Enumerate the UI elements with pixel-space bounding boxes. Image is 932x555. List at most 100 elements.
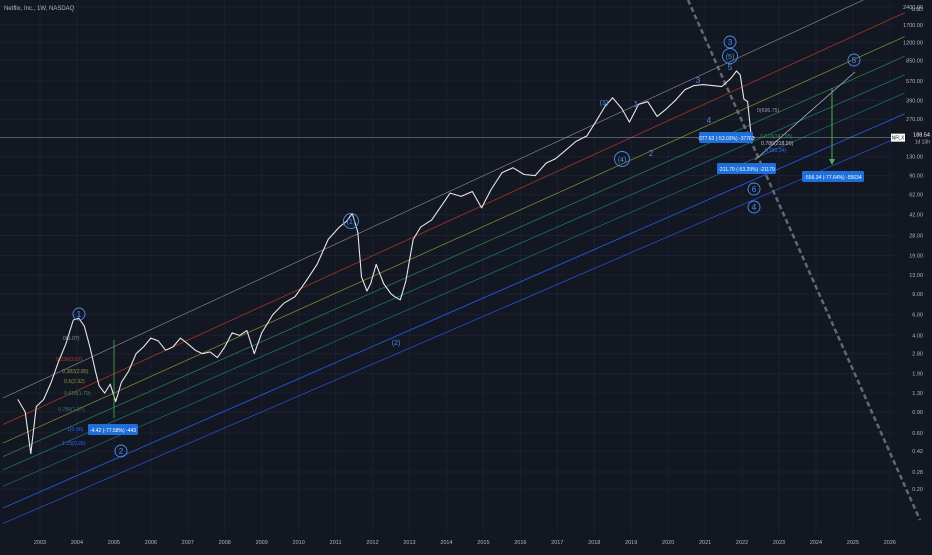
wave-label: 5 bbox=[852, 56, 857, 65]
current-price-sub: 1d 13h bbox=[915, 140, 931, 146]
channel-line bbox=[2, 36, 905, 444]
x-tick-label: 2022 bbox=[736, 540, 748, 546]
y-tick-label: 9.00 bbox=[912, 292, 923, 298]
x-tick-label: 2015 bbox=[477, 540, 489, 546]
wave-label-ring bbox=[747, 200, 761, 214]
wave-label-ring bbox=[723, 35, 737, 49]
wave-label-ring bbox=[614, 151, 630, 167]
wave-label: 3 bbox=[696, 76, 701, 85]
channel-fib-label: 1.15(0.26) bbox=[62, 441, 86, 447]
channel-line bbox=[2, 113, 905, 509]
y-tick-label: 1200.00 bbox=[903, 41, 923, 47]
recent-channel-label: 1(185.34) bbox=[764, 148, 786, 154]
wave-label-ring bbox=[114, 444, 128, 458]
channel-fib-label: 0(5.07) bbox=[63, 336, 80, 342]
y-tick-label: 6.00 bbox=[912, 313, 923, 319]
x-tick-label: 2008 bbox=[219, 540, 231, 546]
recent-channel-label: 0.786(218.99) bbox=[761, 141, 794, 147]
symbol-badge bbox=[891, 133, 905, 142]
x-tick-label: 2010 bbox=[293, 540, 305, 546]
x-tick-label: 2005 bbox=[108, 540, 120, 546]
wave-label: 1 bbox=[77, 310, 82, 319]
x-tick-label: 2012 bbox=[366, 540, 378, 546]
y-tick-label: 2.80 bbox=[912, 352, 923, 358]
channel-line bbox=[2, 12, 905, 425]
channel-line bbox=[2, 134, 905, 524]
current-price-text: 188.54 bbox=[913, 133, 930, 139]
projection-line bbox=[754, 71, 856, 161]
y-tick-label: 570.00 bbox=[906, 79, 923, 85]
channel-fib-label: 0.618(1.79) bbox=[64, 391, 91, 397]
channel-line bbox=[2, 74, 905, 471]
current-price-badge bbox=[906, 128, 932, 147]
y-tick-label: 1700.00 bbox=[903, 23, 923, 29]
wave-label-ring bbox=[847, 53, 861, 67]
wave-label: 2 bbox=[119, 447, 124, 456]
measure-label-box bbox=[699, 132, 753, 143]
chart-title: Netflix, Inc., 1W, NASDAQ bbox=[4, 6, 75, 12]
x-tick-label: 2009 bbox=[256, 540, 268, 546]
y-tick-label: 850.00 bbox=[906, 58, 923, 64]
recent-channel-label: 0.618(247.95) bbox=[760, 134, 793, 140]
x-tick-label: 2014 bbox=[440, 540, 452, 546]
symbol-badge-text: NFLX bbox=[892, 136, 905, 142]
channel-fib-label: 0.786(1.57) bbox=[58, 407, 85, 413]
x-tick-label: 2011 bbox=[330, 540, 342, 546]
channel-fib-label: 0.236(3.57) bbox=[56, 357, 83, 363]
wave-label: 1 bbox=[634, 100, 639, 109]
wave-label: (4) bbox=[618, 157, 627, 164]
y-tick-label: 130.00 bbox=[906, 155, 923, 161]
wave-label: 4 bbox=[707, 116, 712, 125]
x-tick-label: 2019 bbox=[625, 540, 637, 546]
measure-label-text: -4.42 (-77.58%) -443 bbox=[90, 428, 136, 434]
y-tick-label: 0.60 bbox=[912, 431, 923, 437]
y-tick-label: 0.42 bbox=[912, 449, 923, 455]
x-tick-label: 2017 bbox=[551, 540, 563, 546]
x-tick-label: 2003 bbox=[34, 540, 46, 546]
measure-label-box bbox=[717, 163, 776, 174]
y-tick-label: 28.00 bbox=[909, 234, 923, 240]
y-tick-label: 0.90 bbox=[912, 410, 923, 416]
y-tick-label: 1.90 bbox=[912, 372, 923, 378]
x-tick-label: 2026 bbox=[884, 540, 896, 546]
wave-label-ring bbox=[747, 182, 761, 196]
wave-label-ring bbox=[722, 48, 738, 64]
wave-label: 5 bbox=[728, 63, 733, 72]
y-tick-label: 0.28 bbox=[912, 470, 923, 476]
wave-label: (3) bbox=[600, 100, 609, 107]
y-tick-label: 13.00 bbox=[909, 273, 923, 279]
wave-label: 4 bbox=[752, 203, 757, 212]
wave-label: 3 bbox=[728, 38, 733, 47]
currency-label: USD bbox=[911, 7, 923, 13]
wave-label: 2 bbox=[649, 149, 654, 158]
channel-line bbox=[2, 92, 905, 487]
y-tick-label: 270.00 bbox=[906, 117, 923, 123]
y-tick-label: 4.00 bbox=[912, 333, 923, 339]
recent-channel-label: 0(696.75) bbox=[757, 108, 779, 114]
x-tick-label: 2013 bbox=[403, 540, 415, 546]
wave-label: (1) bbox=[347, 219, 356, 226]
price-series-line bbox=[17, 70, 754, 455]
x-tick-label: 2007 bbox=[182, 540, 194, 546]
measure-label-text: -556.34 (-77.64%) -55634 bbox=[804, 175, 861, 181]
x-tick-label: 2020 bbox=[662, 540, 674, 546]
wave-label: 6 bbox=[752, 185, 757, 194]
y-tick-label: 62.00 bbox=[909, 193, 923, 199]
wave-label: (2) bbox=[392, 340, 401, 347]
y-tick-label: 0.20 bbox=[912, 487, 923, 493]
channel-fib-label: 0.5(2.32) bbox=[64, 379, 85, 385]
x-tick-label: 2021 bbox=[699, 540, 711, 546]
measure-label-box bbox=[88, 424, 138, 435]
wave-label-ring bbox=[72, 307, 86, 321]
channel-fib-label: 1(0.96) bbox=[67, 427, 84, 433]
x-tick-label: 2016 bbox=[514, 540, 526, 546]
y-tick-label: 2400.00 bbox=[903, 5, 923, 11]
y-tick-label: 19.00 bbox=[909, 253, 923, 259]
channel-line bbox=[2, 55, 905, 457]
y-tick-label: 42.00 bbox=[909, 213, 923, 219]
measure-label-text: -211.79 (-53.29%) -21179 bbox=[718, 167, 775, 173]
wave-label-ring bbox=[343, 213, 359, 229]
wave-label: (5) bbox=[726, 54, 735, 61]
channel-fib-label: 0.382(2.85) bbox=[62, 369, 89, 375]
